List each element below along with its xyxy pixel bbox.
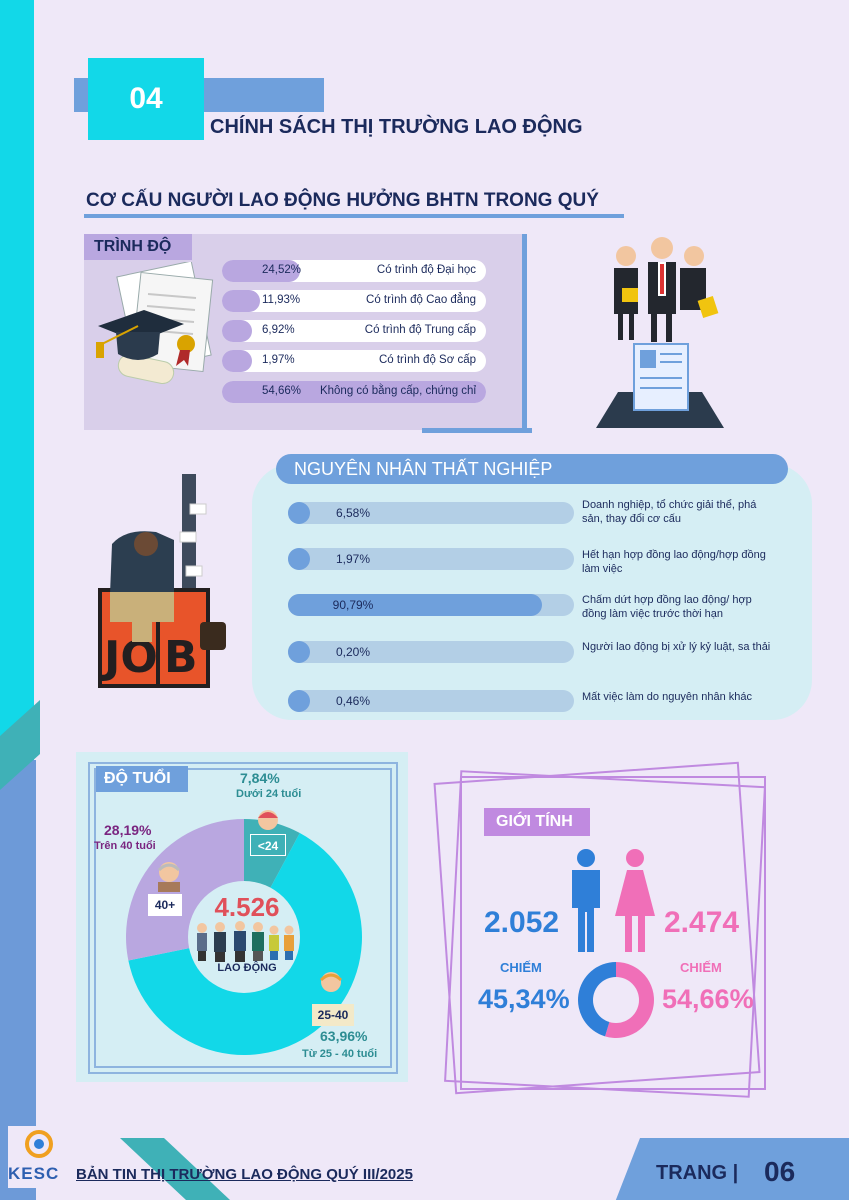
kesc-logo — [8, 1126, 70, 1188]
cause-bar-fill — [288, 548, 310, 570]
cause-row: 6,58% — [288, 502, 574, 524]
age-over40-label: Trên 40 tuổi — [94, 840, 156, 852]
cause-label: Chấm dứt hợp đồng lao động/ hợp đồng làm… — [582, 594, 752, 620]
education-label: Có trình độ Sơ cấp — [378, 354, 476, 366]
page-number: 06 — [764, 1156, 796, 1187]
education-label: Có trình độ Đại học — [376, 264, 476, 276]
cause-bar-fill — [288, 641, 310, 663]
age-panel-frame — [94, 768, 392, 1068]
cause-label: Doanh nghiệp, tổ chức giải thể, phá sản,… — [582, 499, 757, 525]
cause-row: 0,20% — [288, 641, 574, 663]
age-under24-pct: 7,84% — [240, 770, 280, 786]
adult-worker-icon — [319, 972, 343, 992]
male-share-label: CHIẾM — [500, 960, 542, 975]
cause-bar-fill — [288, 594, 543, 616]
workers-group-icon — [197, 921, 294, 962]
age-under24-badge: <24 — [250, 834, 286, 856]
cause-row: 1,97% — [288, 548, 574, 570]
unemployed-worker-icon: JO B — [98, 474, 226, 688]
gender-tag: GIỚI TÍNH — [484, 808, 590, 836]
age-panel-frame — [88, 762, 398, 1074]
cause-row: 0,46% — [288, 690, 574, 712]
male-count: 2.052 — [484, 906, 560, 939]
age-over40-pct: 28,19% — [104, 822, 152, 838]
panel-accent — [422, 428, 532, 433]
unemployment-causes-title: NGUYÊN NHÂN THẤT NGHIỆP — [276, 454, 788, 484]
education-label: Không có bằng cấp, chứng chỉ — [319, 385, 476, 397]
page-label: TRANG | — [656, 1162, 739, 1184]
age-under24-label: Dưới 24 tuổi — [236, 788, 302, 800]
female-pct: 54,66% — [662, 984, 754, 1014]
gender-frame — [460, 776, 766, 1090]
education-bar-fill — [222, 260, 300, 282]
education-bar-fill — [222, 350, 252, 372]
education-pct: 54,66% — [262, 385, 302, 397]
age-tag: ĐỘ TUỔI — [96, 766, 188, 792]
education-tag: TRÌNH ĐỘ — [84, 234, 192, 260]
cause-pct: 90,79% — [332, 598, 374, 612]
cause-bar-fill — [288, 502, 310, 524]
education-row: 6,92% Có trình độ Trung cấp — [222, 320, 486, 342]
education-pct: 6,92% — [262, 324, 295, 336]
cause-pct: 0,46% — [335, 694, 371, 708]
age-25-40-label: Từ 25 - 40 tuổi — [302, 1048, 378, 1060]
male-icon — [572, 849, 600, 952]
female-count: 2.474 — [664, 906, 740, 939]
svg-text:B: B — [164, 632, 198, 683]
cause-label: Người lao động bị xử lý kỷ luật, sa thải — [582, 641, 771, 653]
age-total: 4.526 — [214, 892, 280, 922]
cause-pct: 6,58% — [335, 506, 371, 520]
cause-pct: 0,20% — [335, 645, 371, 659]
education-pct: 11,93% — [262, 294, 301, 306]
education-row: 1,97% Có trình độ Sơ cấp — [222, 350, 486, 372]
education-row: 24,52% Có trình độ Đại học — [222, 260, 486, 282]
female-share-label: CHIẾM — [680, 960, 722, 975]
young-worker-icon — [258, 810, 278, 830]
cause-label: Mất việc làm do nguyên nhân khác — [582, 691, 752, 703]
education-label: Có trình độ Trung cấp — [364, 324, 476, 336]
section-title: CƠ CẤU NGƯỜI LAO ĐỘNG HƯỞNG BHTN TRONG Q… — [86, 190, 599, 211]
education-bar-fill — [222, 320, 252, 342]
job-applicants-icon — [596, 237, 724, 428]
education-row: 11,93% Có trình độ Cao đẳng — [222, 290, 486, 312]
kesc-logo-icon — [25, 1130, 53, 1158]
panel-accent — [522, 234, 527, 432]
gender-donut-chart — [578, 962, 654, 1038]
age-over40-badge: 40+ — [148, 894, 182, 916]
education-pct: 24,52% — [262, 264, 302, 276]
cause-label: Hết hạn hợp đồng lao động/hợp đồng làm v… — [582, 549, 766, 575]
kesc-logo-text: KESC — [8, 1164, 60, 1183]
education-bar-fill — [222, 290, 260, 312]
education-row: 54,66% Không có bằng cấp, chứng chỉ — [222, 381, 486, 403]
section-number: 04 — [88, 58, 204, 140]
section-underline — [84, 214, 624, 218]
education-bar-fill — [222, 381, 486, 403]
age-total-label: LAO ĐỘNG — [217, 962, 277, 974]
cause-bar-fill — [288, 690, 310, 712]
male-pct: 45,34% — [478, 984, 570, 1014]
older-worker-icon — [157, 862, 181, 892]
cause-row: 90,79% — [288, 594, 574, 616]
education-pct: 1,97% — [262, 354, 295, 366]
education-label: Có trình độ Cao đẳng — [366, 294, 476, 306]
footer-title: BẢN TIN THỊ TRƯỜNG LAO ĐỘNG QUÝ III/2025 — [76, 1166, 413, 1183]
female-icon — [615, 849, 655, 952]
graduation-cap-icon — [96, 262, 214, 385]
age-25-40-badge: 25-40 — [312, 1004, 354, 1026]
age-25-40-pct: 63,96% — [320, 1028, 368, 1044]
page-title: CHÍNH SÁCH THỊ TRƯỜNG LAO ĐỘNG — [210, 116, 583, 138]
cause-pct: 1,97% — [335, 552, 371, 566]
